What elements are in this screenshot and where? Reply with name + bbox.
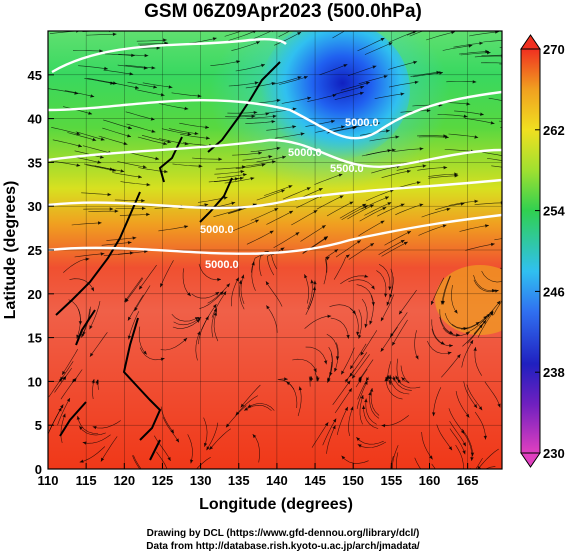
x-tick-label: 140 bbox=[266, 473, 288, 488]
y-tick-label: 25 bbox=[28, 243, 42, 258]
y-axis-ticks: 0 5 10 15 20 25 30 35 40 45 bbox=[28, 68, 54, 477]
x-tick-label: 130 bbox=[190, 473, 212, 488]
contour-label: 5500.0 bbox=[330, 163, 364, 175]
credit-line-1: Drawing by DCL (https://www.gfd-dennou.o… bbox=[146, 528, 420, 539]
x-tick-label: 115 bbox=[76, 473, 97, 488]
x-tick-label: 155 bbox=[381, 473, 403, 488]
colorbar-min-arrow bbox=[520, 452, 541, 468]
y-tick-label: 5 bbox=[35, 418, 42, 433]
x-tick-label: 160 bbox=[419, 473, 441, 488]
temperature-field: 5000.0 5000.0 5000.0 5500.0 5000.0 bbox=[48, 31, 502, 469]
y-tick-label: 10 bbox=[28, 374, 42, 389]
x-tick-label: 110 bbox=[38, 473, 59, 488]
x-tick-label: 120 bbox=[113, 473, 135, 488]
colorbar-tick-label: 246 bbox=[543, 284, 565, 299]
contour-label: 5000.0 bbox=[288, 147, 322, 159]
y-tick-label: 30 bbox=[28, 199, 42, 214]
credit-line-2: Data from http://database.rish.kyoto-u.a… bbox=[146, 541, 420, 552]
colorbar-tick-label: 230 bbox=[543, 446, 565, 461]
contour-label: 5000.0 bbox=[345, 117, 379, 129]
lat-lon-grid bbox=[48, 31, 502, 469]
coastline bbox=[55, 61, 281, 461]
y-tick-label: 15 bbox=[28, 331, 42, 346]
y-tick-label: 0 bbox=[35, 462, 42, 477]
colorbar: 230 238 246 254 262 270 bbox=[520, 34, 565, 468]
x-tick-label: 145 bbox=[304, 473, 326, 488]
colorbar-tick-label: 254 bbox=[543, 204, 565, 219]
geopotential-contours bbox=[48, 38, 502, 255]
x-tick-label: 135 bbox=[228, 473, 250, 488]
colorbar-tick-label: 270 bbox=[543, 42, 565, 57]
y-tick-label: 20 bbox=[28, 287, 42, 302]
colorbar-max-arrow bbox=[520, 34, 541, 50]
y-tick-label: 35 bbox=[28, 155, 42, 170]
x-tick-label: 165 bbox=[457, 473, 479, 488]
x-axis-ticks: 110 115 120 125 130 135 140 145 150 155 160 165 bbox=[38, 463, 479, 488]
map-title: GSM 06Z09Apr2023 (500.0hPa) bbox=[144, 1, 422, 22]
colorbar-tick-label: 238 bbox=[543, 365, 565, 380]
x-axis-label: Longitude (degrees) bbox=[199, 496, 353, 513]
y-tick-label: 45 bbox=[28, 68, 42, 83]
contour-label: 5000.0 bbox=[205, 259, 239, 271]
x-tick-label: 125 bbox=[152, 473, 174, 488]
colorbar-tick-label: 262 bbox=[543, 123, 565, 138]
contour-label: 5000.0 bbox=[200, 224, 234, 236]
x-tick-label: 150 bbox=[342, 473, 364, 488]
y-axis-label: Latitude (degrees) bbox=[2, 181, 19, 320]
y-tick-label: 40 bbox=[28, 112, 42, 127]
